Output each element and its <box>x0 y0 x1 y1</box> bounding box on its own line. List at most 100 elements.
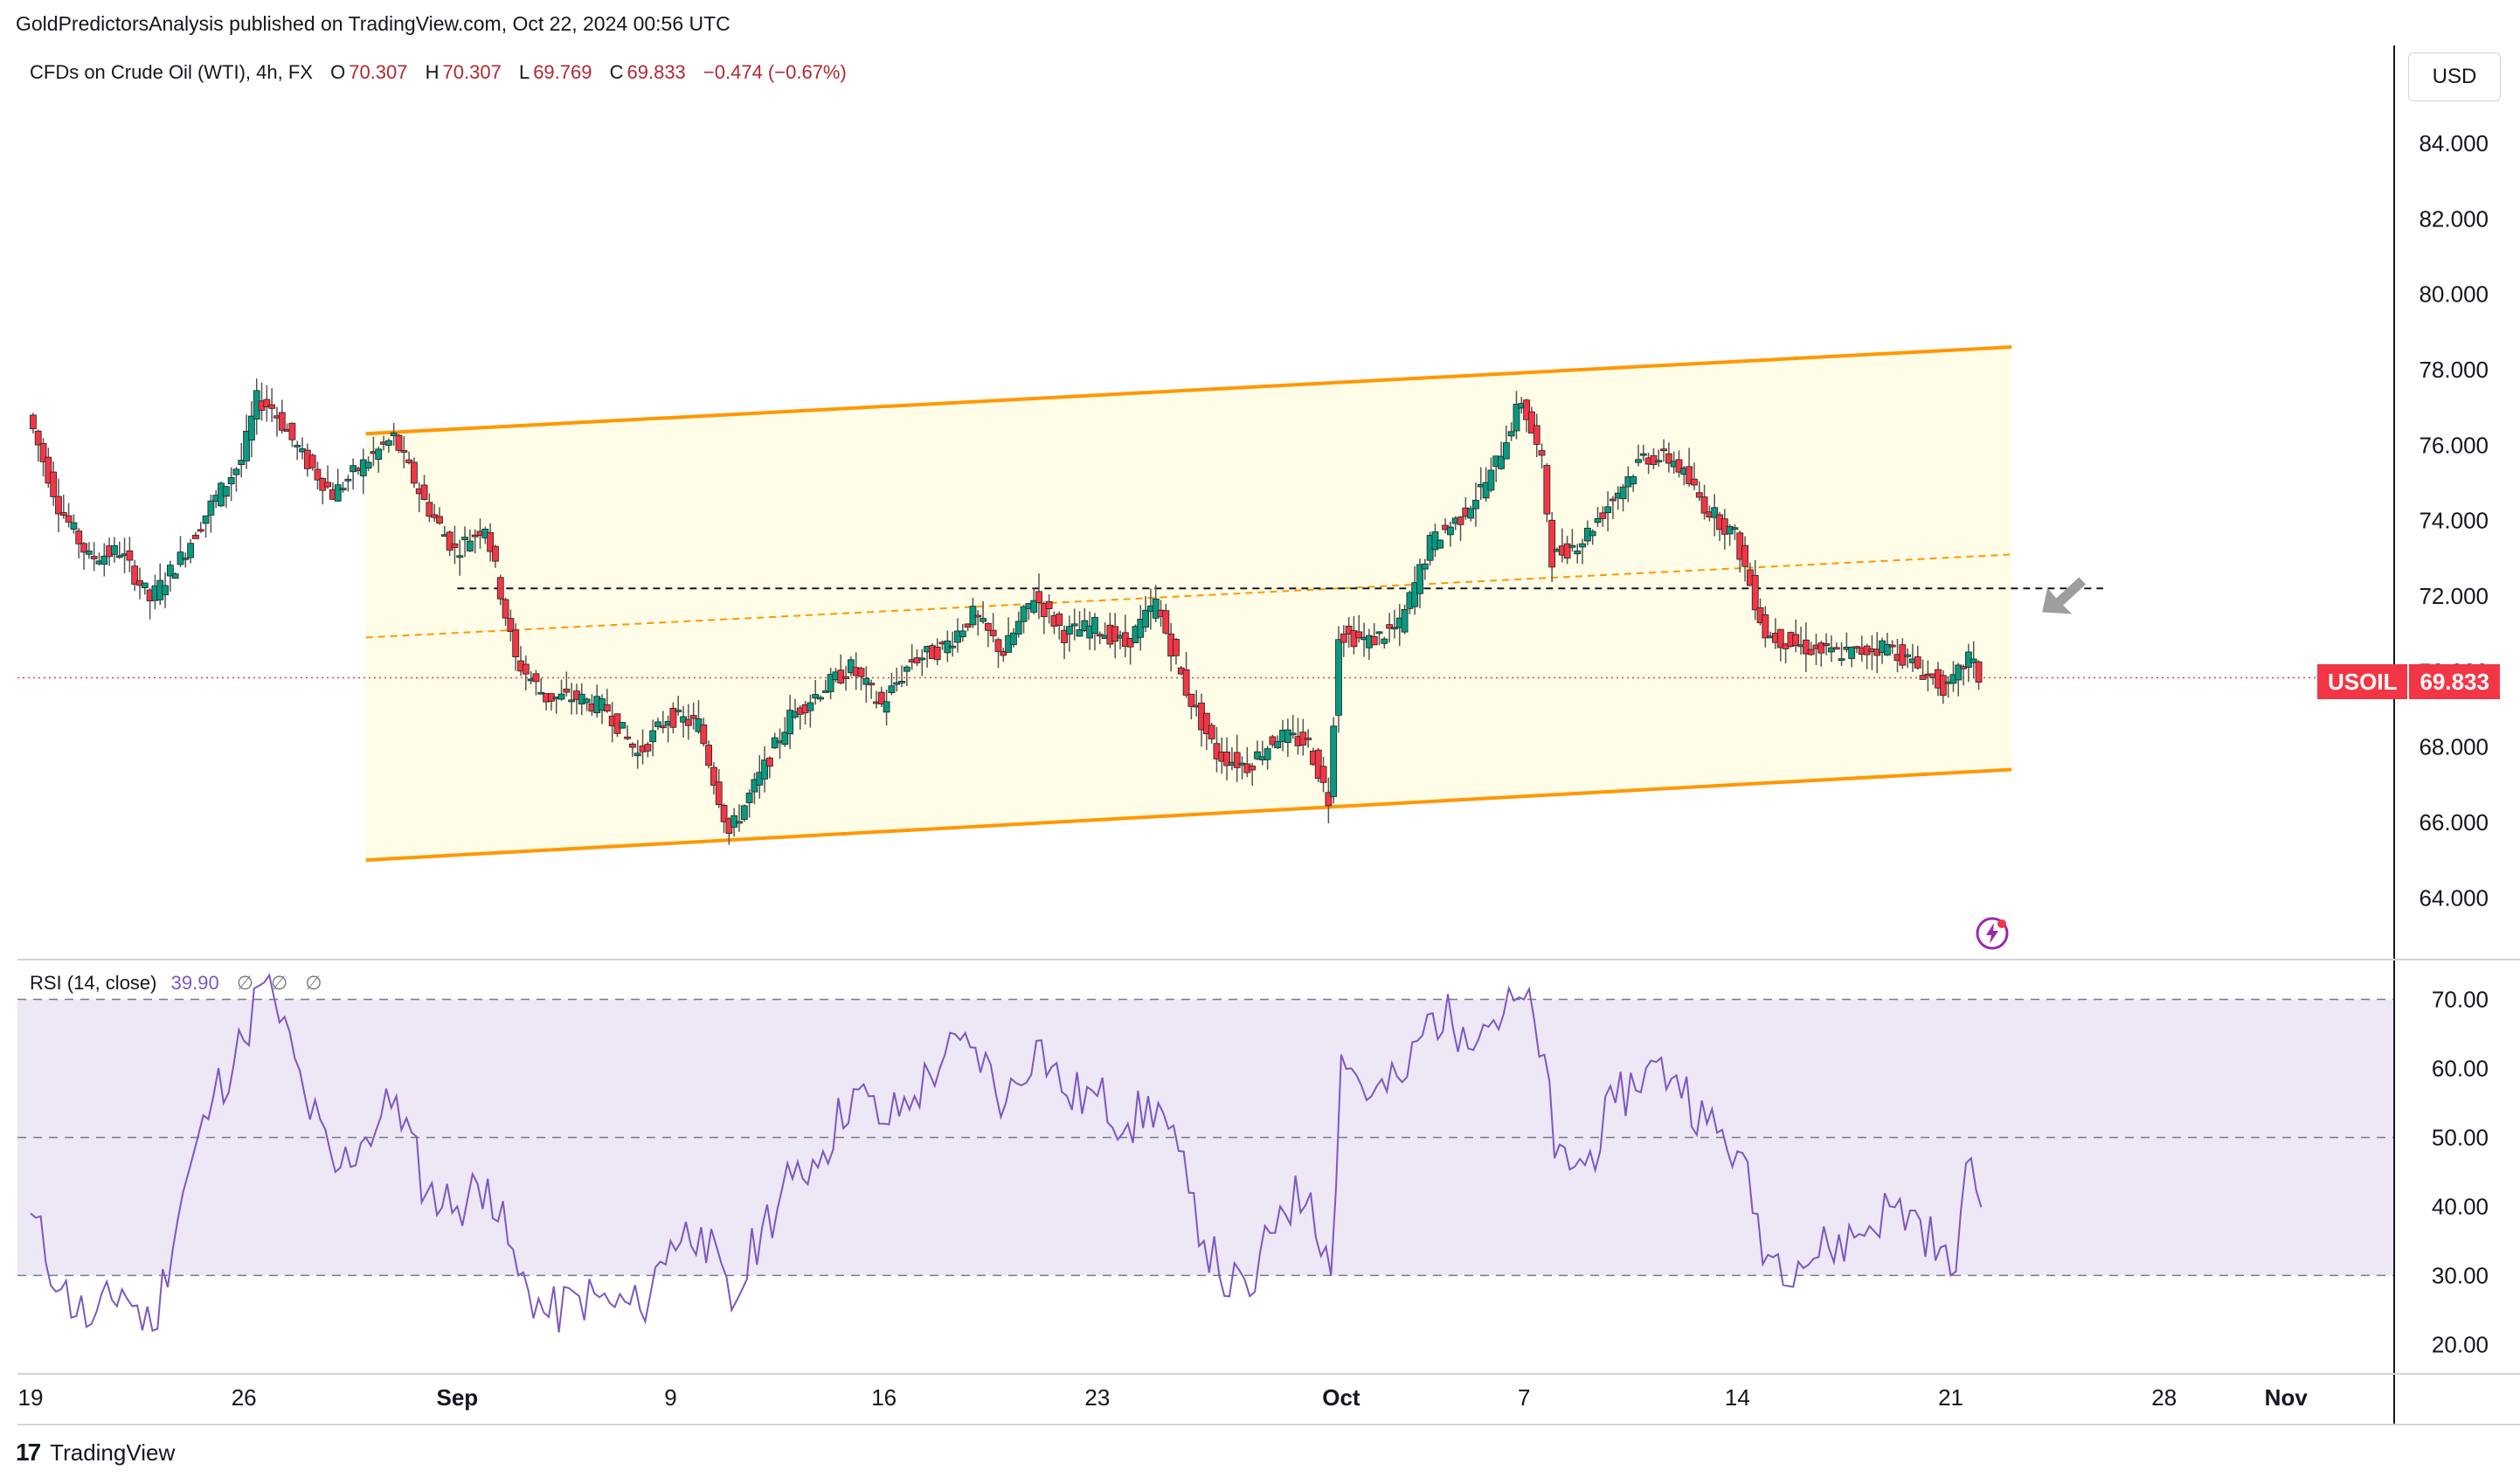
candle-body[interactable] <box>243 431 250 461</box>
candle-body[interactable] <box>1970 658 1977 663</box>
candle-body[interactable] <box>1274 740 1282 749</box>
candle-body[interactable] <box>1213 743 1221 759</box>
candle-body[interactable] <box>1610 498 1617 502</box>
candle-body[interactable] <box>568 699 576 703</box>
candle-body[interactable] <box>1111 626 1119 642</box>
candle-body[interactable] <box>1416 564 1423 594</box>
candle-body[interactable] <box>1848 647 1856 659</box>
candle-body[interactable] <box>964 623 972 628</box>
candle-body[interactable] <box>268 404 276 409</box>
candle-body[interactable] <box>786 710 794 735</box>
candle-body[interactable] <box>1355 631 1363 639</box>
candle-body[interactable] <box>222 486 230 497</box>
candle-body[interactable] <box>1070 623 1078 627</box>
candle-body[interactable] <box>1284 729 1291 743</box>
candle-body[interactable] <box>375 448 383 460</box>
candle-body[interactable] <box>1467 508 1475 519</box>
candle-body[interactable] <box>426 502 433 517</box>
candle-body[interactable] <box>812 694 820 699</box>
candle-body[interactable] <box>247 415 255 440</box>
candle-body[interactable] <box>461 537 468 540</box>
candle-body[interactable] <box>903 666 910 672</box>
candle-body[interactable] <box>1802 639 1810 655</box>
candle-body[interactable] <box>115 555 123 558</box>
candle-body[interactable] <box>308 454 316 468</box>
candle-body[interactable] <box>1507 431 1515 437</box>
candle-body[interactable] <box>1599 512 1607 519</box>
candle-body[interactable] <box>1137 619 1145 638</box>
candle-body[interactable] <box>65 515 73 523</box>
candle-body[interactable] <box>1254 751 1261 759</box>
candle-body[interactable] <box>1726 525 1734 535</box>
channel-lower-line[interactable] <box>365 767 2012 863</box>
candle-body[interactable] <box>1594 517 1602 524</box>
candle-body[interactable] <box>745 792 753 803</box>
candle-body[interactable] <box>883 701 890 713</box>
candle-body[interactable] <box>192 534 199 539</box>
candle-body[interactable] <box>994 639 1002 652</box>
candle-body[interactable] <box>314 468 322 481</box>
candle-body[interactable] <box>1370 636 1378 646</box>
candle-body[interactable] <box>751 779 758 793</box>
candle-body[interactable] <box>1162 610 1170 634</box>
candle-body[interactable] <box>659 725 667 729</box>
candle-body[interactable] <box>1269 736 1277 745</box>
candle-body[interactable] <box>492 545 499 562</box>
candle-body[interactable] <box>1675 459 1683 473</box>
candle-body[interactable] <box>1325 792 1333 807</box>
candle-body[interactable] <box>583 698 591 704</box>
candle-body[interactable] <box>334 484 342 502</box>
candle-body[interactable] <box>1386 624 1394 629</box>
footer-branding[interactable]: 17 TradingView <box>16 1439 175 1467</box>
candle-body[interactable] <box>654 721 661 727</box>
candle-body[interactable] <box>1523 399 1531 420</box>
candle-body[interactable] <box>1020 606 1028 622</box>
candle-body[interactable] <box>411 461 418 484</box>
candle-body[interactable] <box>675 710 682 712</box>
candle-body[interactable] <box>1888 644 1896 648</box>
candle-body[interactable] <box>736 821 743 824</box>
candle-body[interactable] <box>487 532 495 552</box>
candle-body[interactable] <box>689 715 697 719</box>
candle-body[interactable] <box>1741 544 1748 567</box>
candle-body[interactable] <box>817 697 824 700</box>
candle-body[interactable] <box>1314 749 1322 780</box>
candle-body[interactable] <box>1543 465 1551 515</box>
symbol-legend[interactable]: CFDs on Crude Oil (WTI), 4h, FX O 70.307 … <box>30 61 847 84</box>
candle-body[interactable] <box>30 414 37 430</box>
candle-body[interactable] <box>70 522 78 530</box>
candle-body[interactable] <box>898 681 905 683</box>
candle-body[interactable] <box>339 488 347 491</box>
candle-body[interactable] <box>1305 738 1312 740</box>
candle-body[interactable] <box>395 434 403 451</box>
candle-body[interactable] <box>761 759 768 780</box>
candle-body[interactable] <box>1563 543 1571 559</box>
candle-body[interactable] <box>1513 404 1520 432</box>
candle-body[interactable] <box>1955 664 1963 681</box>
candle-body[interactable] <box>390 432 398 437</box>
candle-body[interactable] <box>1202 712 1210 734</box>
candle-body[interactable] <box>197 529 204 532</box>
candle-body[interactable] <box>1807 648 1815 655</box>
candle-body[interactable] <box>1604 506 1612 514</box>
lightning-icon[interactable] <box>1975 916 2010 951</box>
candle-body[interactable] <box>1838 658 1845 662</box>
candle-body[interactable] <box>1223 751 1231 766</box>
candle-body[interactable] <box>502 599 509 619</box>
candle-body[interactable] <box>1249 766 1257 771</box>
candle-body[interactable] <box>740 805 748 821</box>
candle-body[interactable] <box>959 630 966 638</box>
candle-body[interactable] <box>1655 460 1663 463</box>
candle-body[interactable] <box>405 459 413 463</box>
candle-body[interactable] <box>100 555 108 565</box>
candle-body[interactable] <box>1975 661 1983 683</box>
candle-body[interactable] <box>344 478 352 482</box>
candle-body[interactable] <box>1182 669 1190 696</box>
candle-body[interactable] <box>557 693 565 700</box>
candle-body[interactable] <box>294 445 301 447</box>
candle-body[interactable] <box>1381 638 1388 644</box>
candle-body[interactable] <box>974 614 982 618</box>
candle-body[interactable] <box>131 565 139 585</box>
